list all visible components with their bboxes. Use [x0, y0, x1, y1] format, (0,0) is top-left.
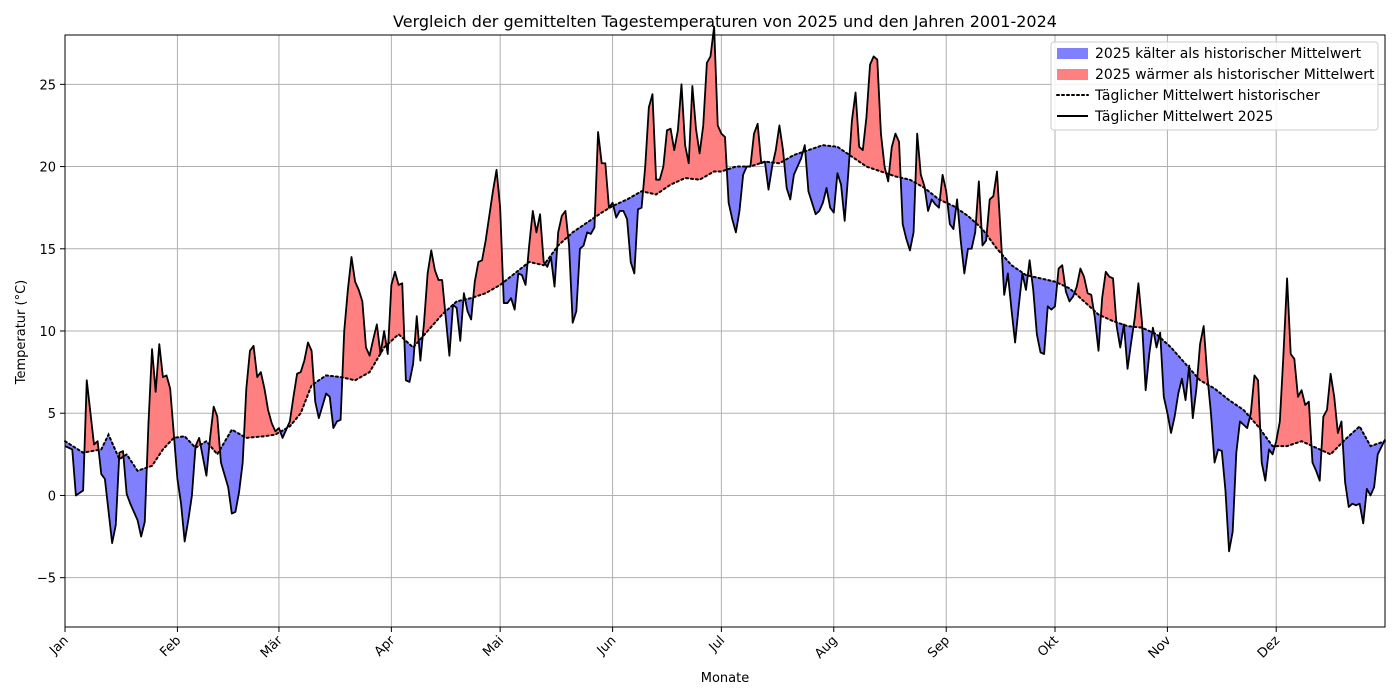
warmer-fill-segment — [1297, 390, 1302, 443]
legend-label: Täglicher Mittelwert 2025 — [1094, 109, 1273, 125]
y-axis-label: Temperatur (°C) — [14, 280, 29, 386]
y-tick-label: 10 — [39, 325, 56, 340]
y-tick-label: 15 — [39, 243, 56, 258]
warmer-fill-segment — [296, 371, 302, 419]
y-tick-label: 0 — [48, 489, 56, 504]
warmer-fill-segment — [354, 281, 360, 381]
colder-fill-segment — [1366, 439, 1371, 496]
colder-fill-segment — [333, 375, 338, 429]
colder-fill-segment — [1352, 428, 1357, 506]
historical-mean-line — [64, 144, 1386, 472]
colder-fill-segment — [1348, 432, 1353, 508]
colder-fill-segment — [1040, 278, 1045, 355]
colder-fill-segment — [815, 145, 820, 215]
x-axis-label: Monate — [701, 671, 749, 686]
colder-fill-segment — [1355, 425, 1360, 506]
warmer-fill-segment — [706, 56, 711, 177]
legend-label: 2025 wärmer als historischer Mittelwert — [1095, 67, 1375, 83]
series-lines — [64, 25, 1386, 553]
warmer-legend-swatch — [1057, 69, 1088, 80]
mean-2025-line — [64, 25, 1386, 553]
warmer-fill-segment — [1105, 270, 1110, 320]
warmer-fill-segment — [666, 128, 671, 188]
legend-label: Täglicher Mittelwert historischer — [1094, 88, 1320, 104]
warmer-fill-segment — [1304, 401, 1310, 445]
warmer-fill-segment — [1290, 353, 1295, 446]
colder-fill-segment — [1047, 279, 1052, 311]
warmer-fill-segment — [249, 344, 254, 438]
y-tick-label: 5 — [48, 407, 56, 422]
legend: 2025 kälter als historischer Mittelwert 2… — [1050, 41, 1379, 131]
warmer-fill-segment — [162, 374, 167, 451]
warmer-fill-segment — [873, 55, 878, 171]
warmer-fill-segment — [438, 279, 443, 320]
colder-fill-segment — [231, 429, 236, 514]
warmer-fill-segment — [256, 371, 262, 438]
warmer-fill-segment — [478, 259, 483, 297]
colder-fill-segment — [967, 215, 972, 250]
colder-fill-segment — [1217, 390, 1223, 452]
legend-label: 2025 kälter als historischer Mittelwert — [1095, 46, 1362, 62]
warmer-fill-segment — [601, 162, 606, 214]
colder-fill-segment — [818, 144, 824, 212]
chart-title: Vergleich der gemittelten Tagestemperatu… — [393, 12, 1057, 31]
colder-fill-segment — [75, 447, 80, 497]
y-tick-label: −5 — [37, 572, 56, 587]
y-tick-label: 25 — [39, 78, 56, 93]
y-tick-label: 20 — [39, 161, 56, 176]
colder-fill-segment — [829, 145, 835, 214]
colder-legend-swatch — [1057, 48, 1088, 59]
warmer-fill-segment — [1109, 276, 1114, 322]
legend-box — [1050, 41, 1379, 131]
warmer-fill-segment — [869, 56, 874, 170]
